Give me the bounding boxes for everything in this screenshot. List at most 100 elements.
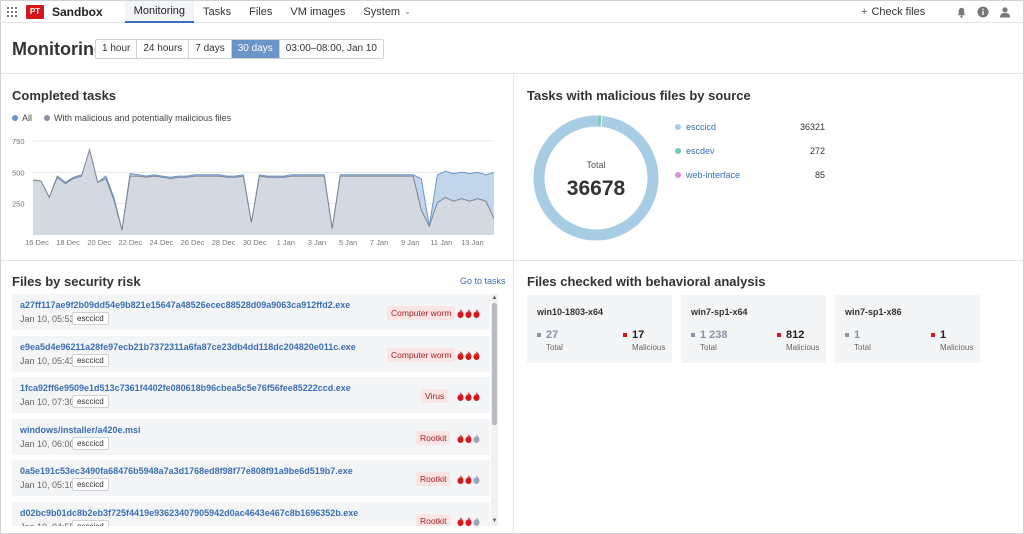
file-list-item[interactable]: 0a5e191c53ec3490fa68476b5948a7a3d1768ed8… xyxy=(12,460,490,497)
file-list-item[interactable]: d02bc9b01dc8b2eb3f725f4419e9362340790594… xyxy=(12,501,490,526)
file-name-link[interactable]: a27ff117ae9f2b09dd54e9b821e15647a48526ec… xyxy=(20,300,351,310)
nav-files[interactable]: Files xyxy=(249,5,273,18)
vm-card[interactable]: win10-1803-x64 27 Total 17 Malicious xyxy=(527,295,672,363)
series-line-0 xyxy=(32,162,495,231)
file-list-item[interactable]: e9ea5d4e96211a28fe97ecb21b7372311a6fa87c… xyxy=(12,335,490,372)
legend-item-all[interactable]: All xyxy=(12,113,32,123)
app-name: Sandbox xyxy=(52,4,103,19)
vm-total-stat: 27 Total xyxy=(537,329,563,352)
x-tick-label: 28 Dec xyxy=(212,238,236,247)
source-dot xyxy=(675,172,681,178)
source-name[interactable]: escdev xyxy=(686,146,715,156)
threat-level-indicator xyxy=(457,515,481,526)
nav-vm-images[interactable]: VM images xyxy=(290,5,346,18)
scroll-up-arrow-icon[interactable]: ▲ xyxy=(491,295,498,301)
threat-level-indicator xyxy=(457,390,481,402)
file-source-tag: esccicd xyxy=(72,312,109,325)
vm-total-stat: 1 238 Total xyxy=(691,329,728,352)
risk-badge: Computer worm xyxy=(387,347,456,362)
legend-label: With malicious and potentially malicious… xyxy=(54,113,232,123)
nav-system-label: System xyxy=(363,5,401,18)
completed-tasks-title: Completed tasks xyxy=(12,88,117,103)
range-custom[interactable]: 03:00–08:00, Jan 10 xyxy=(279,40,383,58)
vm-total-value: 27 xyxy=(546,329,559,341)
check-files-button[interactable]: + Check files xyxy=(861,1,925,23)
vm-malicious-label: Malicious xyxy=(940,343,974,352)
top-navigation-bar: PT Sandbox Monitoring Tasks Files VM ima… xyxy=(1,0,1023,23)
donut-total-value: 36678 xyxy=(567,177,626,200)
file-list-item[interactable]: windows/installer/a420e.msi Jan 10, 06:00… xyxy=(12,418,490,455)
completed-tasks-legend: All With malicious and potentially malic… xyxy=(12,113,243,123)
vm-malicious-stat: 812 Malicious xyxy=(777,329,819,352)
x-tick-label: 20 Dec xyxy=(87,238,111,247)
flame-icon xyxy=(457,390,465,402)
source-name[interactable]: esccicd xyxy=(686,122,717,132)
flame-icon xyxy=(473,307,481,318)
vm-card[interactable]: win7-sp1-x86 1 Total 1 Malicious xyxy=(835,295,980,363)
y-tick-label: 250 xyxy=(12,200,25,209)
vm-name: win10-1803-x64 xyxy=(537,307,604,317)
file-date: Jan 10, 05:53 xyxy=(20,314,75,324)
source-value: 36321 xyxy=(799,122,825,132)
file-name-link[interactable]: 0a5e191c53ec3490fa68476b5948a7a3d1768ed8… xyxy=(20,466,353,477)
source-value: 272 xyxy=(809,146,825,156)
source-row-escdev[interactable]: escdev 272 xyxy=(675,139,825,163)
time-range-selector: 1 hour 24 hours 7 days 30 days 03:00–08:… xyxy=(95,39,384,59)
nav-monitoring[interactable]: Monitoring xyxy=(124,0,195,23)
x-tick-label: 30 Dec xyxy=(243,238,267,247)
file-name-link[interactable]: e9ea5d4e96211a28fe97ecb21b7372311a6fa87c… xyxy=(20,341,356,352)
file-name-link[interactable]: windows/installer/a420e.msi xyxy=(20,424,141,435)
flame-icon xyxy=(457,307,465,318)
source-name[interactable]: web-interface xyxy=(686,170,741,180)
legend-item-malicious[interactable]: With malicious and potentially malicious… xyxy=(44,113,231,123)
flame-icon xyxy=(473,432,481,443)
chevron-down-icon: ⌄ xyxy=(404,7,411,16)
bell-icon[interactable] xyxy=(954,5,968,19)
source-row-web-interface[interactable]: web-interface 85 xyxy=(675,163,825,187)
flame-icon xyxy=(473,349,481,360)
file-name-link[interactable]: 1fca92ff6e9509e1d513c7361f4402fe080618b9… xyxy=(20,383,351,394)
flame-icon xyxy=(465,349,473,360)
range-7-days[interactable]: 7 days xyxy=(189,40,232,58)
nav-system[interactable]: System ⌄ xyxy=(354,1,419,23)
file-list-item[interactable]: 1fca92ff6e9509e1d513c7361f4402fe080618b9… xyxy=(12,377,490,414)
vm-malicious-label: Malicious xyxy=(632,343,666,352)
malicious-marker-icon xyxy=(623,333,627,337)
sources-title: Tasks with malicious files by source xyxy=(527,88,751,103)
pt-logo[interactable]: PT xyxy=(26,4,44,19)
nav-tasks[interactable]: Tasks xyxy=(203,5,232,18)
x-tick-label: 22 Dec xyxy=(118,238,142,247)
source-row-esccicd[interactable]: esccicd 36321 xyxy=(675,115,825,139)
flame-icon xyxy=(465,473,473,485)
file-source-tag: esccicd xyxy=(72,519,109,526)
scroll-down-arrow-icon[interactable]: ▼ xyxy=(491,518,498,524)
threat-level-indicator xyxy=(457,432,481,443)
file-list-item[interactable]: a27ff117ae9f2b09dd54e9b821e15647a48526ec… xyxy=(12,294,490,330)
info-icon[interactable] xyxy=(976,5,990,19)
page-title: Monitoring xyxy=(12,39,105,59)
total-marker-icon xyxy=(845,333,849,337)
x-tick-label: 16 Dec xyxy=(25,238,49,247)
source-dot xyxy=(675,148,681,154)
files-scroll-thumb[interactable] xyxy=(492,303,497,425)
panel-divider-horizontal xyxy=(1,260,1023,261)
vm-total-label: Total xyxy=(546,343,563,352)
file-name-link[interactable]: d02bc9b01dc8b2eb3f725f4419e9362340790594… xyxy=(20,507,359,518)
go-to-tasks-link[interactable]: Go to tasks xyxy=(460,276,506,286)
files-list: a27ff117ae9f2b09dd54e9b821e15647a48526ec… xyxy=(12,294,490,526)
range-30-days[interactable]: 30 days xyxy=(231,40,280,58)
range-24-hours[interactable]: 24 hours xyxy=(137,40,190,58)
check-files-label: Check files xyxy=(871,6,926,18)
flame-icon xyxy=(473,515,481,526)
user-icon[interactable] xyxy=(998,5,1012,19)
vm-card[interactable]: win7-sp1-x64 1 238 Total 812 Malicious xyxy=(681,295,826,363)
x-tick-label: 3 Jan xyxy=(308,238,326,247)
vm-total-label: Total xyxy=(854,343,871,352)
vm-malicious-label: Malicious xyxy=(786,343,820,352)
file-source-tag: esccicd xyxy=(72,436,109,450)
total-marker-icon xyxy=(691,333,695,337)
apps-grid-icon[interactable] xyxy=(1,1,23,23)
x-tick-label: 1 Jan xyxy=(277,238,295,247)
range-1-hour[interactable]: 1 hour xyxy=(96,40,138,58)
donut-slice-esccicd[interactable] xyxy=(533,115,659,241)
